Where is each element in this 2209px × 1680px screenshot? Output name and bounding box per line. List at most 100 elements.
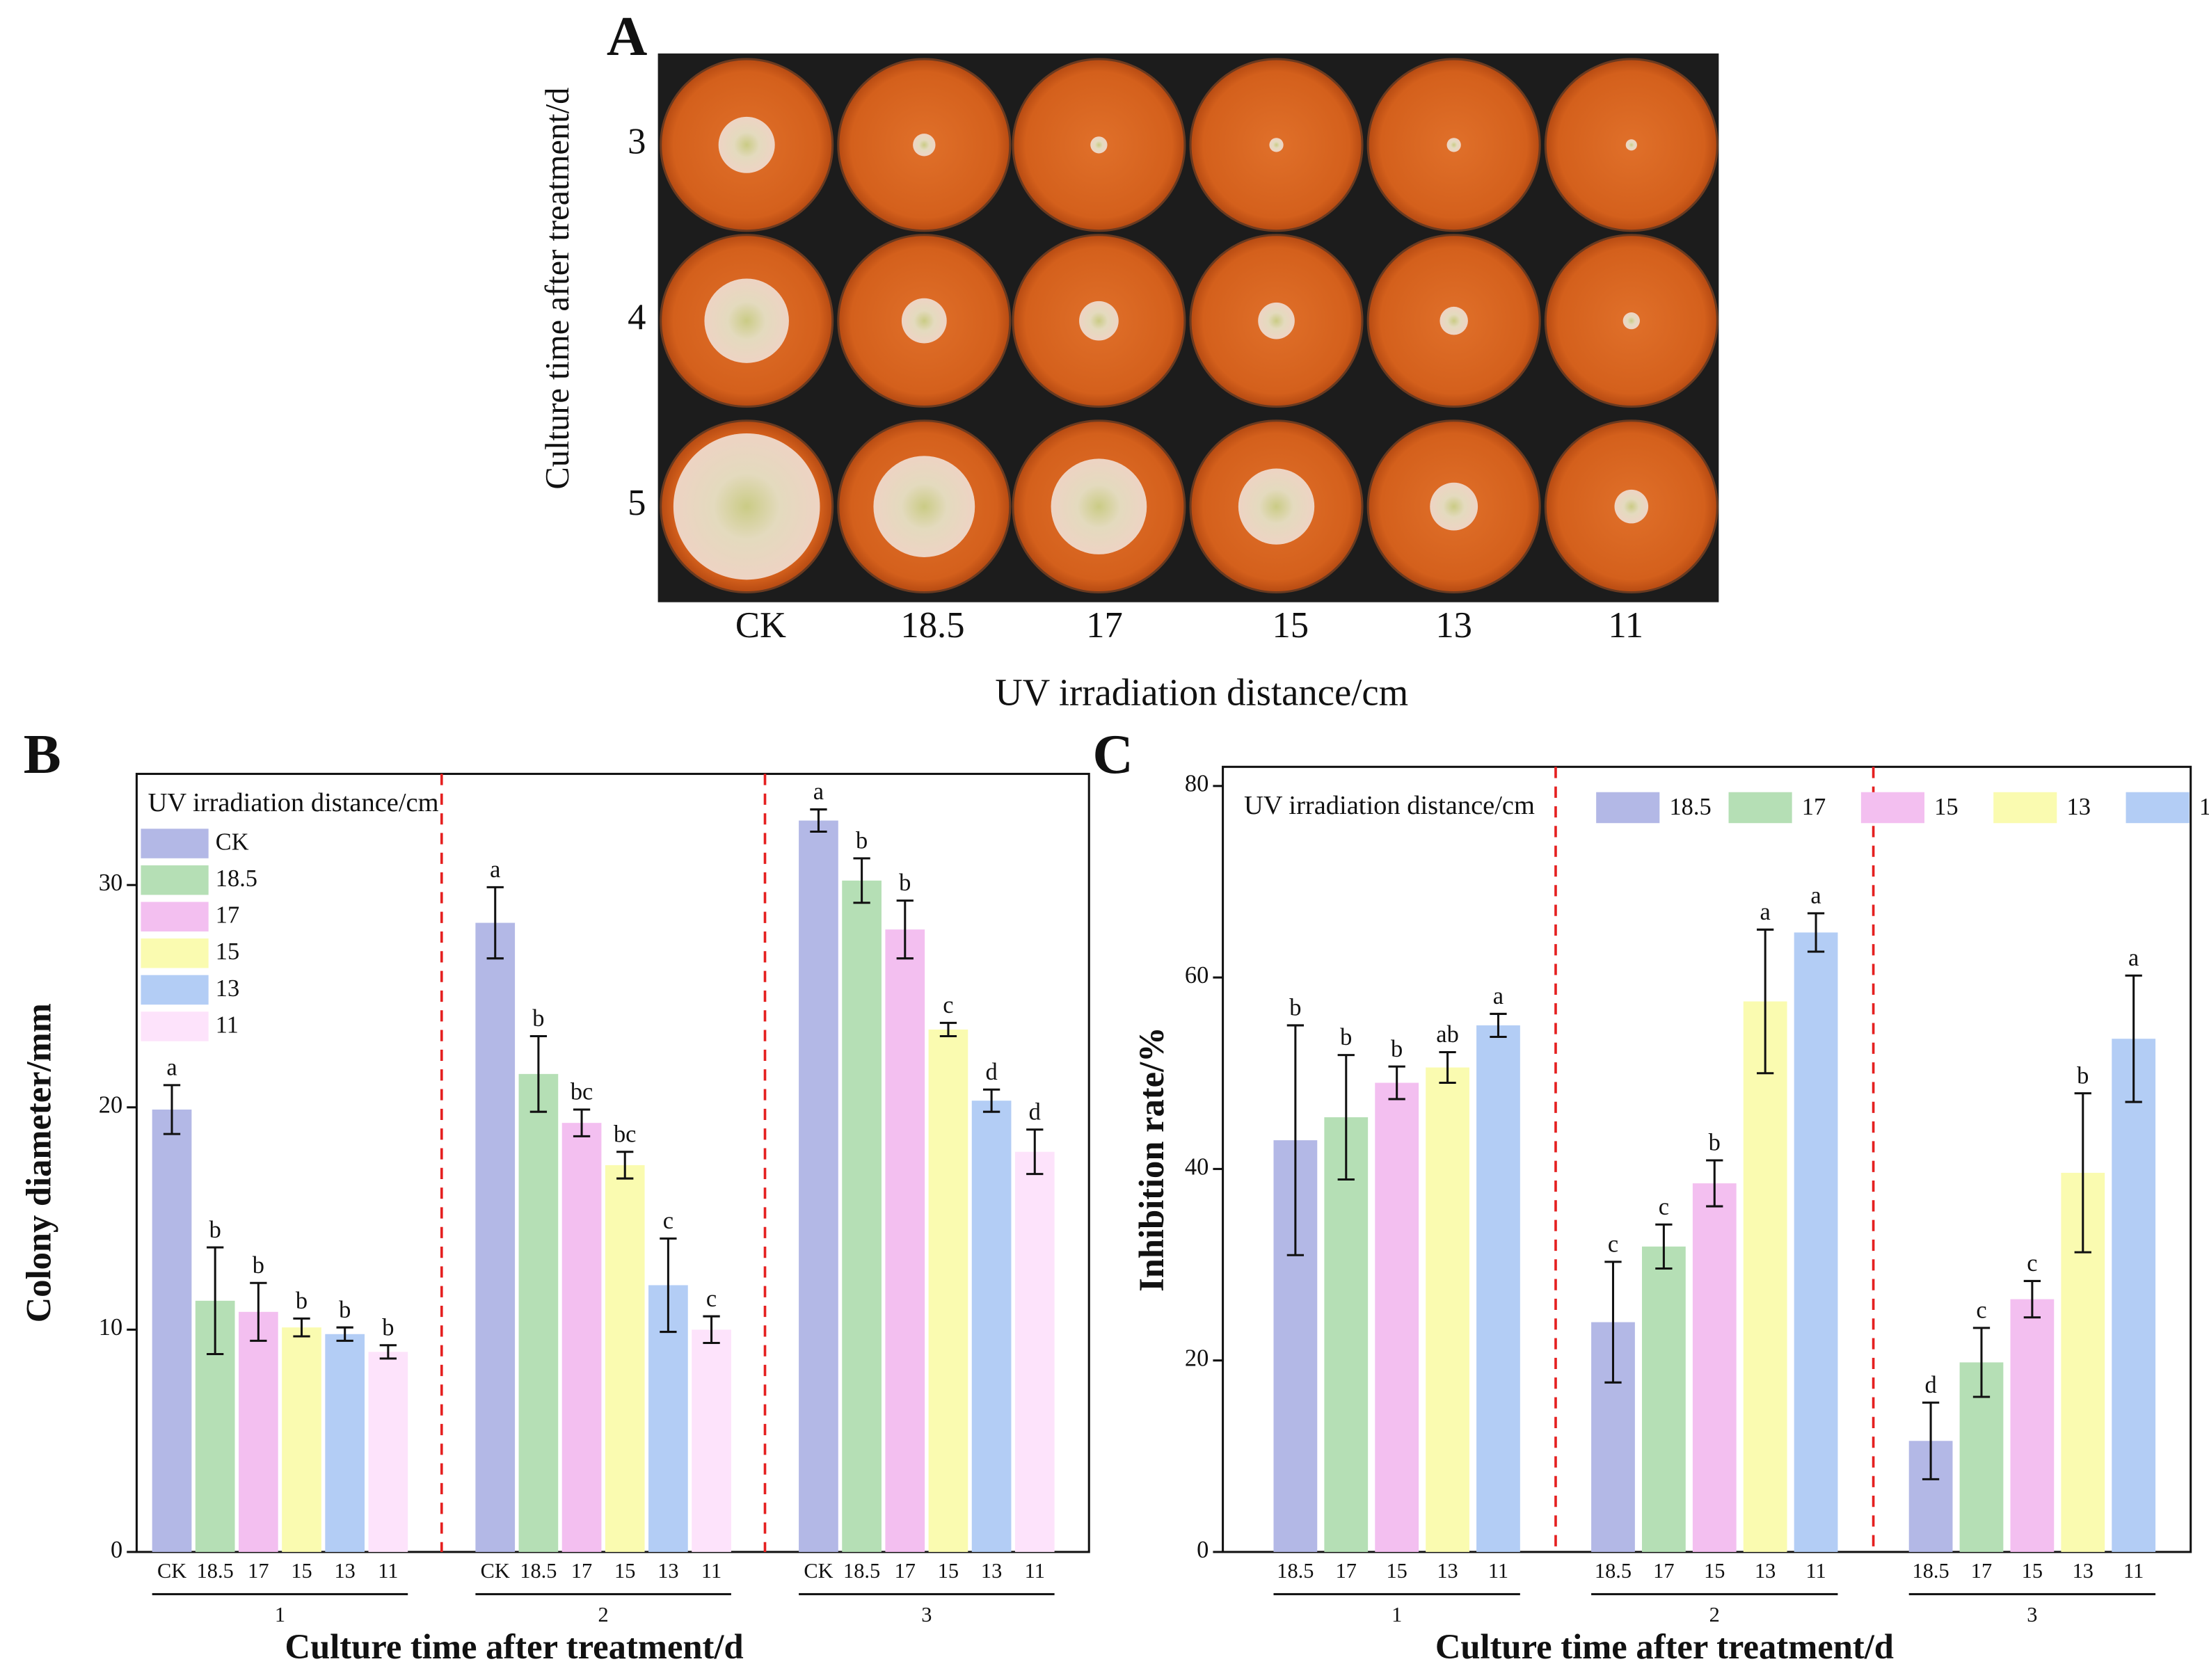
group-label: 3 (2027, 1603, 2037, 1626)
legend-label: 17 (1802, 794, 1826, 820)
y-tick-label: 20 (1185, 1345, 1209, 1372)
legend-title: UV irradiation distance/cm (1244, 791, 1535, 820)
significance-letter: a (490, 856, 500, 883)
group-label: 2 (598, 1603, 609, 1626)
x-tick-label: 11 (1488, 1559, 1508, 1583)
x-tick-label: 17 (895, 1559, 916, 1583)
legend-title: UV irradiation distance/cm (148, 788, 439, 817)
bar (518, 1073, 559, 1552)
bar (1794, 932, 1838, 1552)
x-tick-label: 13 (2073, 1559, 2094, 1583)
x-tick-label: 17 (1653, 1559, 1674, 1583)
legend-label: 11 (2199, 794, 2209, 820)
legend-label: 13 (2066, 794, 2090, 820)
bar (1641, 1246, 1686, 1552)
legend-swatch (1860, 792, 1924, 824)
colony (1622, 312, 1640, 330)
photo-background (657, 53, 1719, 602)
y-axis-label: Inhibition rate/% (1132, 1027, 1171, 1292)
legend-label: 18.5 (1669, 794, 1711, 820)
legend-label: 17 (216, 902, 239, 929)
legend-swatch (1993, 792, 2057, 824)
significance-letter: d (985, 1059, 997, 1085)
significance-letter: a (1810, 883, 1821, 909)
colony (673, 433, 820, 580)
panel-label: B (24, 723, 61, 785)
x-tick-label: 11 (1805, 1559, 1826, 1583)
bar (239, 1311, 278, 1552)
y-tick-label: 40 (1185, 1153, 1209, 1180)
x-axis-label: UV irradiation distance/cm (995, 671, 1408, 714)
bar (1426, 1067, 1469, 1552)
x-tick-label: 15 (938, 1559, 959, 1583)
x-tick-label: CK (804, 1559, 833, 1583)
significance-letter: b (2077, 1062, 2089, 1089)
x-tick-label: 15 (614, 1559, 635, 1583)
x-tick-label: CK (481, 1559, 510, 1583)
legend-label: CK (216, 829, 249, 855)
x-tick-label: 13 (1437, 1559, 1458, 1583)
x-tick-label: 13 (657, 1559, 678, 1583)
bar (475, 922, 516, 1552)
significance-letter: ab (1436, 1021, 1458, 1048)
significance-letter: a (1493, 983, 1504, 1009)
y-axis-label: Culture time after treatment/d (539, 88, 576, 490)
legend-label: 15 (1934, 794, 1958, 820)
legend-swatch (1596, 792, 1660, 824)
significance-letter: b (339, 1297, 351, 1323)
bar (928, 1029, 968, 1552)
significance-letter: a (166, 1054, 177, 1080)
significance-letter: b (209, 1217, 221, 1243)
group-label: 1 (1391, 1603, 1402, 1626)
bar (799, 820, 838, 1552)
significance-letter: b (899, 870, 911, 896)
legend-swatch (141, 975, 209, 1005)
y-tick-label: 80 (1185, 771, 1209, 797)
colony (1446, 138, 1461, 152)
x-tick-label: 17 (571, 1559, 592, 1583)
bar (2010, 1299, 2055, 1552)
significance-letter: c (663, 1208, 673, 1234)
bar (1476, 1025, 1520, 1552)
y-tick-label: 0 (111, 1537, 122, 1563)
significance-letter: b (1709, 1130, 1721, 1156)
bar (1692, 1183, 1737, 1552)
significance-letter: d (1029, 1098, 1041, 1125)
column-label: 17 (1086, 605, 1123, 646)
y-tick-label: 20 (99, 1092, 122, 1119)
bar (561, 1123, 602, 1552)
x-tick-label: 11 (1025, 1559, 1045, 1583)
legend-label: 18.5 (216, 865, 257, 892)
significance-letter: b (1340, 1024, 1352, 1050)
panel-label: C (1092, 723, 1133, 785)
x-tick-label: 13 (981, 1559, 1002, 1583)
bar (1375, 1082, 1419, 1552)
colony (1090, 136, 1108, 154)
x-axis-label: Culture time after treatment/d (285, 1627, 744, 1666)
bar (692, 1329, 731, 1552)
bar (325, 1334, 365, 1552)
colony (1079, 301, 1119, 341)
significance-letter: b (1289, 995, 1301, 1021)
row-label: 4 (628, 297, 646, 337)
x-tick-label: 15 (2022, 1559, 2043, 1583)
x-tick-label: 18.5 (1277, 1559, 1314, 1583)
colony (1614, 489, 1649, 524)
significance-letter: b (296, 1288, 308, 1314)
column-label: 13 (1435, 605, 1472, 646)
x-tick-label: 15 (291, 1559, 312, 1583)
bar (1324, 1117, 1369, 1552)
bar (842, 880, 882, 1552)
colony (1430, 482, 1478, 531)
x-tick-label: 11 (378, 1559, 398, 1583)
x-tick-label: 18.5 (1913, 1559, 1949, 1583)
y-tick-label: 30 (99, 870, 122, 896)
column-label: CK (735, 605, 786, 646)
legend-swatch (141, 865, 209, 895)
significance-letter: d (1924, 1372, 1936, 1398)
x-tick-label: 13 (335, 1559, 356, 1583)
significance-letter: bc (614, 1121, 636, 1147)
photo-plates (660, 58, 1718, 594)
x-tick-label: 18.5 (197, 1559, 234, 1583)
